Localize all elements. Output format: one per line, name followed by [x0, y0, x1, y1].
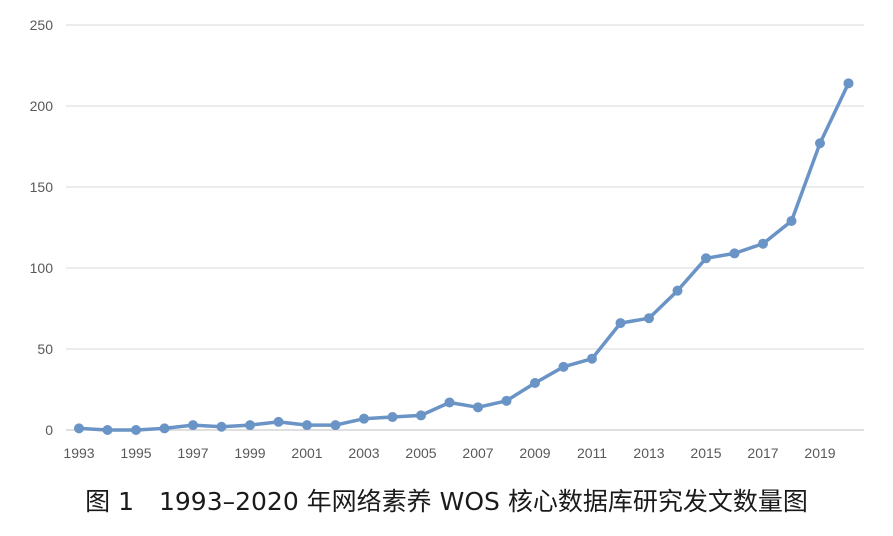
data-point-2009 [530, 378, 540, 389]
y-tick-label-250: 250 [30, 17, 54, 33]
x-axis-tick-labels: 1993 1995 1997 1999 2001 2003 2005 2007 2009 2011… [63, 445, 835, 461]
x-tick-label-2005: 2005 [405, 445, 436, 461]
y-axis-tick-labels: 0 50 100 150 200 250 [30, 17, 54, 438]
data-points [74, 78, 854, 435]
data-point-2002 [330, 420, 341, 431]
x-tick-label-2007: 2007 [462, 445, 493, 461]
data-point-2020 [843, 78, 854, 89]
x-tick-label-2001: 2001 [291, 445, 322, 461]
y-tick-label-50: 50 [37, 341, 53, 357]
data-point-1997 [188, 420, 198, 431]
x-tick-label-2013: 2013 [633, 445, 664, 461]
data-point-2016 [729, 248, 740, 259]
x-tick-label-2009: 2009 [519, 445, 550, 461]
data-point-2017 [758, 238, 768, 249]
data-point-2005 [416, 410, 426, 421]
data-point-2000 [273, 416, 284, 427]
data-point-1995 [131, 425, 141, 435]
y-tick-label-150: 150 [30, 179, 54, 195]
x-tick-label-1993: 1993 [63, 445, 94, 461]
x-tick-label-1997: 1997 [177, 445, 208, 461]
x-tick-label-2017: 2017 [747, 445, 778, 461]
data-point-2003 [359, 413, 369, 424]
x-tick-label-2015: 2015 [690, 445, 721, 461]
data-point-2001 [302, 420, 312, 431]
data-point-2011 [587, 353, 597, 364]
data-point-2018 [786, 216, 797, 227]
data-point-2014 [672, 285, 683, 296]
data-point-2008 [501, 395, 512, 406]
x-tick-label-2003: 2003 [348, 445, 379, 461]
data-point-1999 [245, 420, 255, 431]
x-tick-label-1999: 1999 [234, 445, 265, 461]
x-tick-label-1995: 1995 [120, 445, 151, 461]
data-point-1996 [159, 423, 170, 434]
y-tick-label-0: 0 [45, 422, 53, 438]
x-tick-label-2019: 2019 [804, 445, 835, 461]
series-line-path [77, 81, 851, 432]
line-chart: 0 50 100 150 200 250 1993 1995 1997 1999 2001 2003… [30, 17, 864, 461]
data-point-2004 [387, 412, 398, 423]
data-point-2019 [815, 138, 825, 149]
series-line [77, 81, 851, 432]
data-point-2015 [701, 253, 711, 264]
gridlines [66, 24, 864, 350]
data-point-2012 [615, 318, 626, 329]
figure-caption: 图 1 1993–2020 年网络素养 WOS 核心数据库研究发文数量图 [85, 487, 808, 516]
x-tick-label-2011: 2011 [577, 445, 607, 461]
y-tick-label-100: 100 [30, 260, 54, 276]
y-tick-label-200: 200 [30, 98, 54, 114]
data-point-2010 [558, 361, 569, 372]
data-point-1994 [102, 425, 113, 435]
data-point-1998 [216, 421, 227, 432]
data-point-1993 [74, 423, 84, 434]
data-point-2006 [444, 397, 455, 408]
data-point-2007 [473, 402, 483, 413]
data-point-2013 [644, 313, 654, 324]
